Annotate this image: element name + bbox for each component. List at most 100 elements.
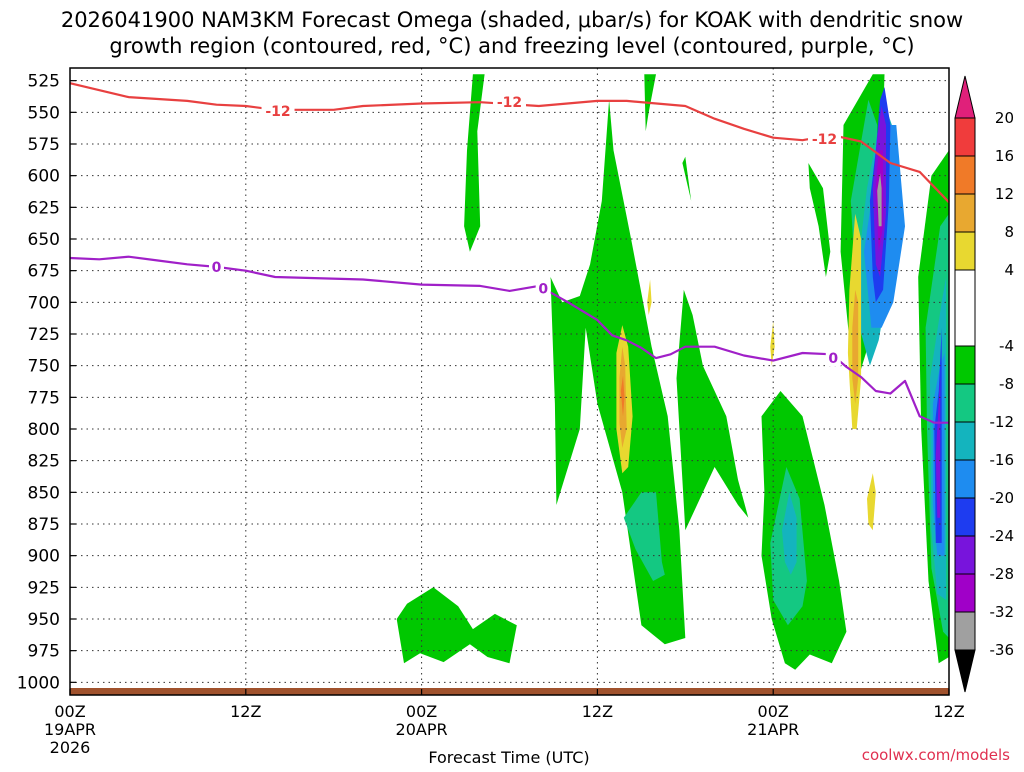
x-tick-date-4: 21APR xyxy=(747,720,799,739)
y-tick-label-875: 875 xyxy=(28,515,60,535)
colorbar: 20 16 12 8 4 -4 -8 -12 -16 -20 -24 -28 -32 -36 xyxy=(954,75,1015,693)
omega-region-0 xyxy=(464,74,485,252)
y-tick-label-850: 850 xyxy=(28,483,60,503)
contour-label-bg-1-1 xyxy=(535,279,551,297)
colorbar-label-6: -8 xyxy=(999,375,1014,393)
x-tick-label-0: 00Z xyxy=(54,702,85,721)
x-tick-year-0: 2026 xyxy=(50,738,91,757)
y-tick-label-625: 625 xyxy=(28,198,60,218)
contour-label-0-2: -12 xyxy=(812,132,837,148)
chart-title-line2: growth region (contoured, red, °C) and f… xyxy=(109,34,914,58)
y-tick-label-800: 800 xyxy=(28,420,60,440)
y-tick-label-550: 550 xyxy=(28,103,60,123)
colorbar-bin-12 xyxy=(954,573,976,613)
contour-label-bg-1-0 xyxy=(209,257,224,275)
colorbar-bin-11 xyxy=(954,535,976,575)
x-tick-label-5: 12Z xyxy=(933,702,964,721)
contour-label-bg-0-2 xyxy=(807,129,841,147)
y-tick-label-950: 950 xyxy=(28,610,60,630)
omega-region-14 xyxy=(782,492,797,575)
colorbar-label-0: 20 xyxy=(995,109,1014,127)
colorbar-bin-0 xyxy=(954,75,976,119)
colorbar-label-8: -16 xyxy=(990,451,1015,469)
omega-region-27 xyxy=(647,279,652,315)
y-tick-label-525: 525 xyxy=(28,72,60,92)
colorbar-label-3: 8 xyxy=(1004,223,1014,241)
y-tick-label-900: 900 xyxy=(28,547,60,567)
omega-region-6 xyxy=(808,163,831,277)
gridlines xyxy=(70,68,949,695)
colorbar-label-2: 12 xyxy=(995,185,1014,203)
y-tick-label-675: 675 xyxy=(28,262,60,282)
y-tick-label-700: 700 xyxy=(28,293,60,313)
colorbar-bin-7 xyxy=(954,383,976,423)
omega-region-10 xyxy=(623,492,665,581)
colorbar-bin-6 xyxy=(954,345,976,385)
contour-label-0-0: -12 xyxy=(265,104,290,120)
chart-title-line1: 2026041900 NAM3KM Forecast Omega (shaded… xyxy=(61,8,963,32)
colorbar-bin-8 xyxy=(954,421,976,461)
watermark: coolwx.com/models xyxy=(862,746,1010,764)
omega-shading-layer xyxy=(396,74,949,670)
colorbar-bin-1 xyxy=(954,117,976,157)
y-axis: 525 550 575 600 625 650 675 700 725 750 775 800 825 8… xyxy=(17,72,76,693)
colorbar-label-9: -20 xyxy=(990,489,1015,507)
omega-region-3 xyxy=(676,289,749,531)
x-tick-label-1: 12Z xyxy=(230,702,261,721)
colorbar-bin-4 xyxy=(954,231,976,271)
contour-label-1-1: 0 xyxy=(538,281,548,297)
contour-label-0-1: -12 xyxy=(497,95,522,111)
ground-surface-band xyxy=(70,688,949,695)
x-tick-label-2: 00Z xyxy=(406,702,437,721)
contour-label-bg-0-0 xyxy=(261,102,295,120)
colorbar-label-12: -32 xyxy=(990,603,1015,621)
omega-region-29 xyxy=(867,473,876,531)
colorbar-label-4: 4 xyxy=(1004,261,1014,279)
x-tick-date-2: 20APR xyxy=(396,720,448,739)
y-tick-label-975: 975 xyxy=(28,642,60,662)
y-tick-label-825: 825 xyxy=(28,452,60,472)
contour-label-1-0: 0 xyxy=(212,260,222,276)
omega-region-32 xyxy=(620,375,625,417)
y-tick-label-725: 725 xyxy=(28,325,60,345)
contour-label-1-2: 0 xyxy=(828,351,838,367)
colorbar-bin-5 xyxy=(954,269,976,347)
y-tick-label-750: 750 xyxy=(28,357,60,377)
y-tick-label-775: 775 xyxy=(28,388,60,408)
colorbar-label-1: 16 xyxy=(995,147,1014,165)
contour-line-1 xyxy=(69,255,949,424)
colorbar-label-7: -12 xyxy=(990,413,1015,431)
y-tick-label-925: 925 xyxy=(28,578,60,598)
y-tick-label-575: 575 xyxy=(28,135,60,155)
contour-layer: -12 -12 -12 0 0 0 xyxy=(69,82,950,424)
x-axis-title: Forecast Time (UTC) xyxy=(428,748,589,767)
x-tick-label-3: 12Z xyxy=(582,702,613,721)
omega-region-28 xyxy=(770,321,775,366)
omega-region-4 xyxy=(682,156,692,201)
y-tick-label-1000: 1000 xyxy=(17,673,60,693)
x-tick-label-4: 00Z xyxy=(758,702,789,721)
contour-label-bg-0-1 xyxy=(493,93,526,111)
omega-region-9 xyxy=(396,587,517,664)
y-tick-label-600: 600 xyxy=(28,167,60,187)
plot-frame xyxy=(69,67,950,696)
y-tick-label-650: 650 xyxy=(28,230,60,250)
colorbar-bin-10 xyxy=(954,497,976,537)
omega-region-22 xyxy=(935,378,941,518)
colorbar-label-11: -28 xyxy=(990,565,1015,583)
colorbar-bin-3 xyxy=(954,193,976,233)
contour-label-bg-1-2 xyxy=(825,349,841,367)
colorbar-bin-13 xyxy=(954,611,976,651)
omega-region-24 xyxy=(877,173,882,227)
x-tick-date-0: 19APR xyxy=(44,720,96,739)
colorbar-bin-9 xyxy=(954,459,976,499)
contour-line-0 xyxy=(69,82,950,204)
colorbar-bin-14 xyxy=(954,649,976,693)
colorbar-label-5: -4 xyxy=(999,337,1014,355)
colorbar-label-13: -36 xyxy=(990,641,1015,659)
colorbar-bin-2 xyxy=(954,155,976,195)
colorbar-label-10: -24 xyxy=(990,527,1015,545)
